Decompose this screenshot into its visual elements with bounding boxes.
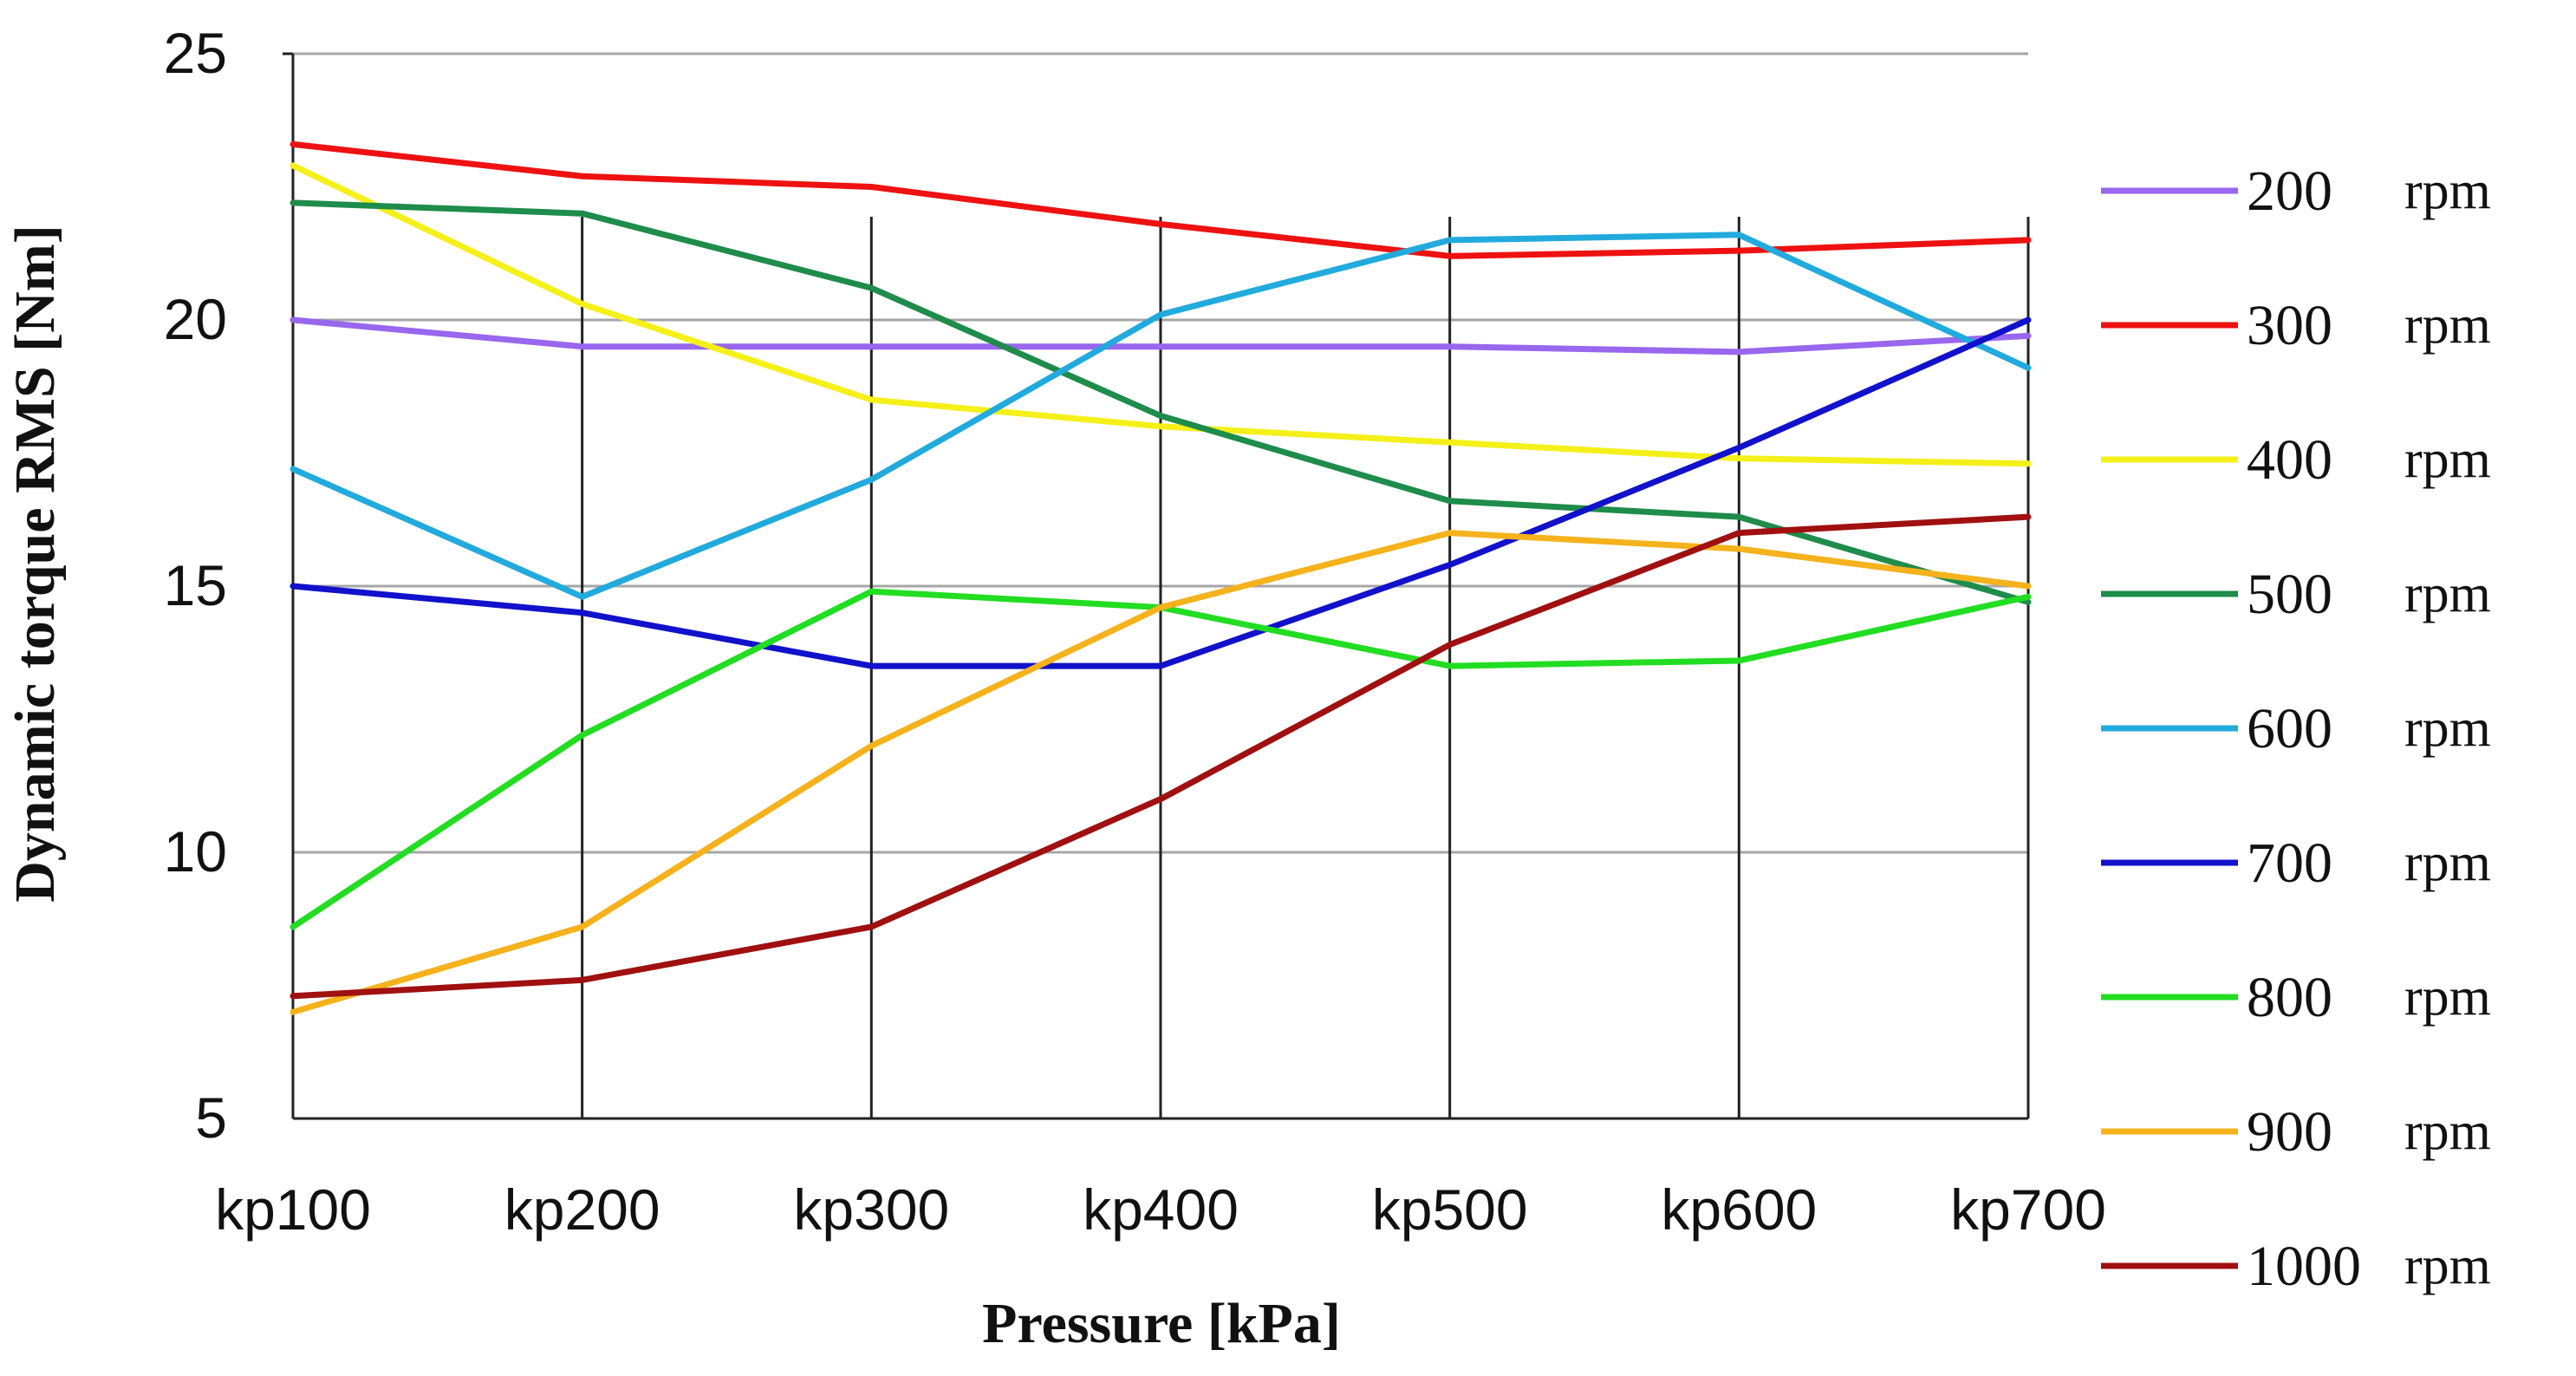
legend-unit-700: rpm: [2404, 833, 2491, 892]
series-line-900-rpm: [289, 530, 2032, 1015]
legend-unit-400: rpm: [2404, 430, 2491, 489]
legend-unit-300: rpm: [2404, 296, 2491, 355]
series-line-500-rpm: [289, 199, 2032, 605]
y-axis-title: Dynamic torque RMS [Nm]: [3, 225, 67, 903]
x-tick-label: kp500: [1372, 1177, 1528, 1242]
series-line-400-rpm: [289, 162, 2032, 467]
legend-label-800: 800: [2247, 966, 2332, 1029]
legend: 200 rpm 300 rpm 400 rpm 500 rpm 600 rpm 700 rpm 800 r…: [2101, 160, 2491, 1298]
x-tick-label: kp400: [1083, 1177, 1239, 1242]
legend-label-400: 400: [2247, 428, 2332, 492]
legend-label-1000: 1000: [2247, 1235, 2361, 1298]
legend-unit-1000: rpm: [2404, 1236, 2491, 1295]
legend-label-700: 700: [2247, 831, 2332, 895]
series-line-600-rpm: [289, 232, 2032, 600]
y-tick-label: 25: [164, 21, 227, 85]
y-tick-label: 15: [164, 553, 227, 617]
y-tick-label: 20: [164, 287, 227, 351]
legend-label-200: 200: [2247, 160, 2332, 223]
x-tick-label: kp300: [793, 1177, 949, 1242]
legend-label-300: 300: [2247, 294, 2332, 357]
legend-label-600: 600: [2247, 697, 2332, 760]
series-line-1000-rpm: [289, 513, 2032, 1000]
series-line-200-rpm: [289, 316, 2032, 355]
legend-unit-500: rpm: [2404, 564, 2491, 623]
legend-unit-200: rpm: [2404, 161, 2491, 220]
series-line-700-rpm: [289, 316, 2032, 669]
x-tick-label: kp600: [1661, 1177, 1817, 1242]
legend-unit-800: rpm: [2404, 968, 2491, 1027]
x-axis-title: Pressure [kPa]: [982, 1292, 1341, 1355]
x-tick-label: kp700: [1950, 1177, 2106, 1242]
x-tick-label: kp100: [215, 1177, 371, 1242]
legend-label-900: 900: [2247, 1100, 2332, 1164]
x-tick-labels: kp100 kp200 kp300 kp400 kp500 kp600 kp700: [215, 1177, 2106, 1242]
series-line-300-rpm: [289, 140, 2032, 259]
y-tick-label: 10: [164, 819, 227, 884]
legend-unit-900: rpm: [2404, 1102, 2491, 1161]
y-tick-label: 5: [195, 1086, 227, 1150]
y-tick-labels: 5 10 15 20 25: [164, 21, 227, 1150]
legend-unit-600: rpm: [2404, 699, 2491, 758]
x-tick-label: kp200: [504, 1177, 660, 1242]
legend-label-500: 500: [2247, 563, 2332, 626]
series-lines: [289, 140, 2032, 1015]
